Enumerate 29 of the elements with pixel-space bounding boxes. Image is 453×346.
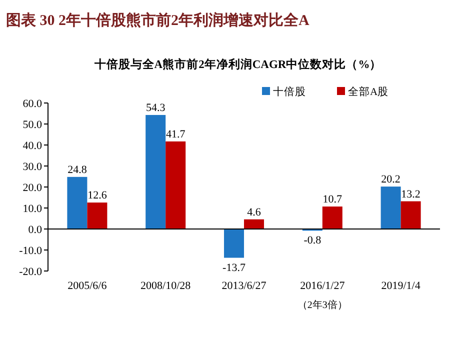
data-label: -0.8 — [304, 234, 322, 247]
data-label: 4.6 — [247, 206, 261, 218]
xtick: 2005/6/6 — [68, 280, 107, 292]
ytick: 50.0 — [22, 119, 42, 131]
subtitle: 十倍股与全A熊市前2年净利润CAGR中位数对比（%） — [94, 59, 382, 71]
title: 图表 30 2年十倍股熊市前2年利润增速对比全A — [6, 13, 310, 29]
xtick: 2013/6/27 — [222, 280, 266, 292]
ytick: 10.0 — [22, 203, 42, 215]
annotation: （2年3倍） — [297, 300, 348, 311]
ytick: -20.0 — [19, 266, 42, 278]
xtick: 2016/1/27 — [300, 280, 345, 292]
ytick: 20.0 — [22, 182, 42, 194]
data-label: 41.7 — [166, 128, 186, 140]
data-label: 20.2 — [381, 174, 400, 186]
data-label: 10.7 — [322, 194, 342, 206]
xtick: 2008/10/28 — [140, 280, 191, 292]
ytick: 40.0 — [22, 140, 42, 152]
legend: 十倍股 — [273, 87, 306, 98]
ytick: -10.0 — [19, 245, 42, 257]
ytick: 0.0 — [28, 224, 42, 236]
data-label: -13.7 — [222, 262, 246, 274]
legend: 全部A股 — [348, 87, 389, 98]
ytick: 60.0 — [22, 98, 42, 110]
data-label: 24.8 — [68, 164, 87, 176]
data-label: 54.3 — [146, 102, 166, 114]
xtick: 2019/1/4 — [381, 280, 420, 292]
ytick: 30.0 — [22, 161, 42, 173]
data-label: 13.2 — [401, 188, 420, 200]
data-label: 12.6 — [88, 190, 107, 202]
